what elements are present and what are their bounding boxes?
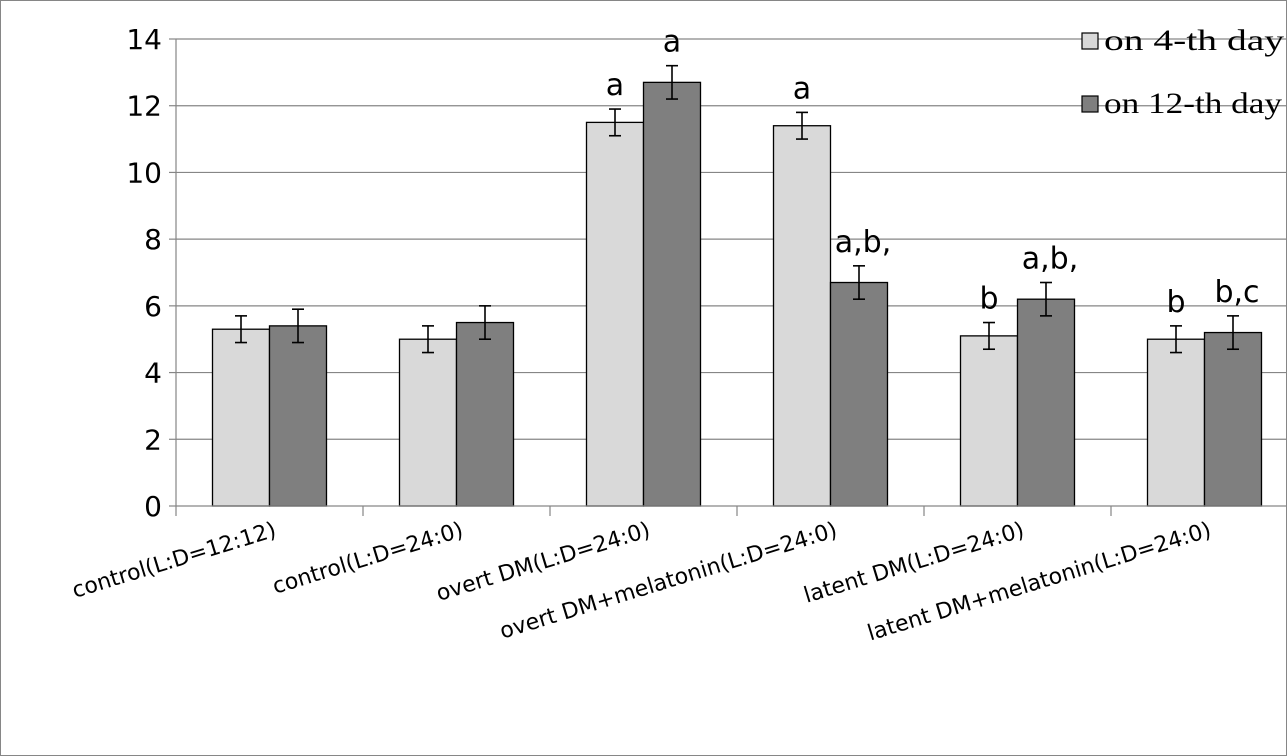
y-tick-label: 12 bbox=[126, 90, 162, 123]
legend-label: on 12-th day bbox=[1104, 87, 1282, 120]
significance-label: a,b, bbox=[1022, 242, 1079, 277]
significance-label: a,b, bbox=[835, 225, 892, 260]
significance-label: a bbox=[663, 25, 681, 60]
bar-day12 bbox=[829, 281, 889, 507]
legend-label: on 4-th day bbox=[1104, 24, 1284, 57]
bar-day12 bbox=[455, 321, 515, 507]
y-tick-label: 8 bbox=[144, 223, 162, 256]
y-tick-label: 0 bbox=[144, 490, 162, 523]
significance-label: b bbox=[1166, 285, 1185, 320]
significance-label: b,c bbox=[1214, 275, 1259, 310]
bar-day4 bbox=[398, 338, 458, 507]
bar-day4 bbox=[211, 328, 271, 507]
legend-swatch-day12 bbox=[1081, 95, 1099, 113]
y-tick-label: 10 bbox=[126, 156, 162, 189]
bar-day4 bbox=[1146, 338, 1206, 507]
legend-swatch-day4 bbox=[1081, 32, 1099, 50]
bar-day12 bbox=[1016, 298, 1076, 507]
bar-day12 bbox=[1203, 331, 1263, 507]
significance-label: b bbox=[979, 282, 998, 317]
significance-label: a bbox=[606, 68, 624, 103]
y-tick-label: 14 bbox=[126, 23, 162, 56]
bar-day12 bbox=[268, 325, 328, 507]
x-category-label: overt DM+melatonin(L:D=24:0) bbox=[497, 518, 840, 645]
bar-day4 bbox=[585, 121, 645, 507]
y-tick-label: 4 bbox=[144, 357, 162, 390]
x-category-label: control(L:D=12:12) bbox=[69, 518, 279, 604]
x-category-label: latent DM+melatonin(L:D=24:0) bbox=[865, 518, 1215, 647]
significance-label: a bbox=[793, 71, 811, 106]
bar-day4 bbox=[772, 125, 832, 507]
y-tick-label: 2 bbox=[144, 423, 162, 456]
bar-day4 bbox=[959, 335, 1019, 507]
y-tick-label: 6 bbox=[144, 290, 162, 323]
bar-day12 bbox=[642, 81, 702, 507]
